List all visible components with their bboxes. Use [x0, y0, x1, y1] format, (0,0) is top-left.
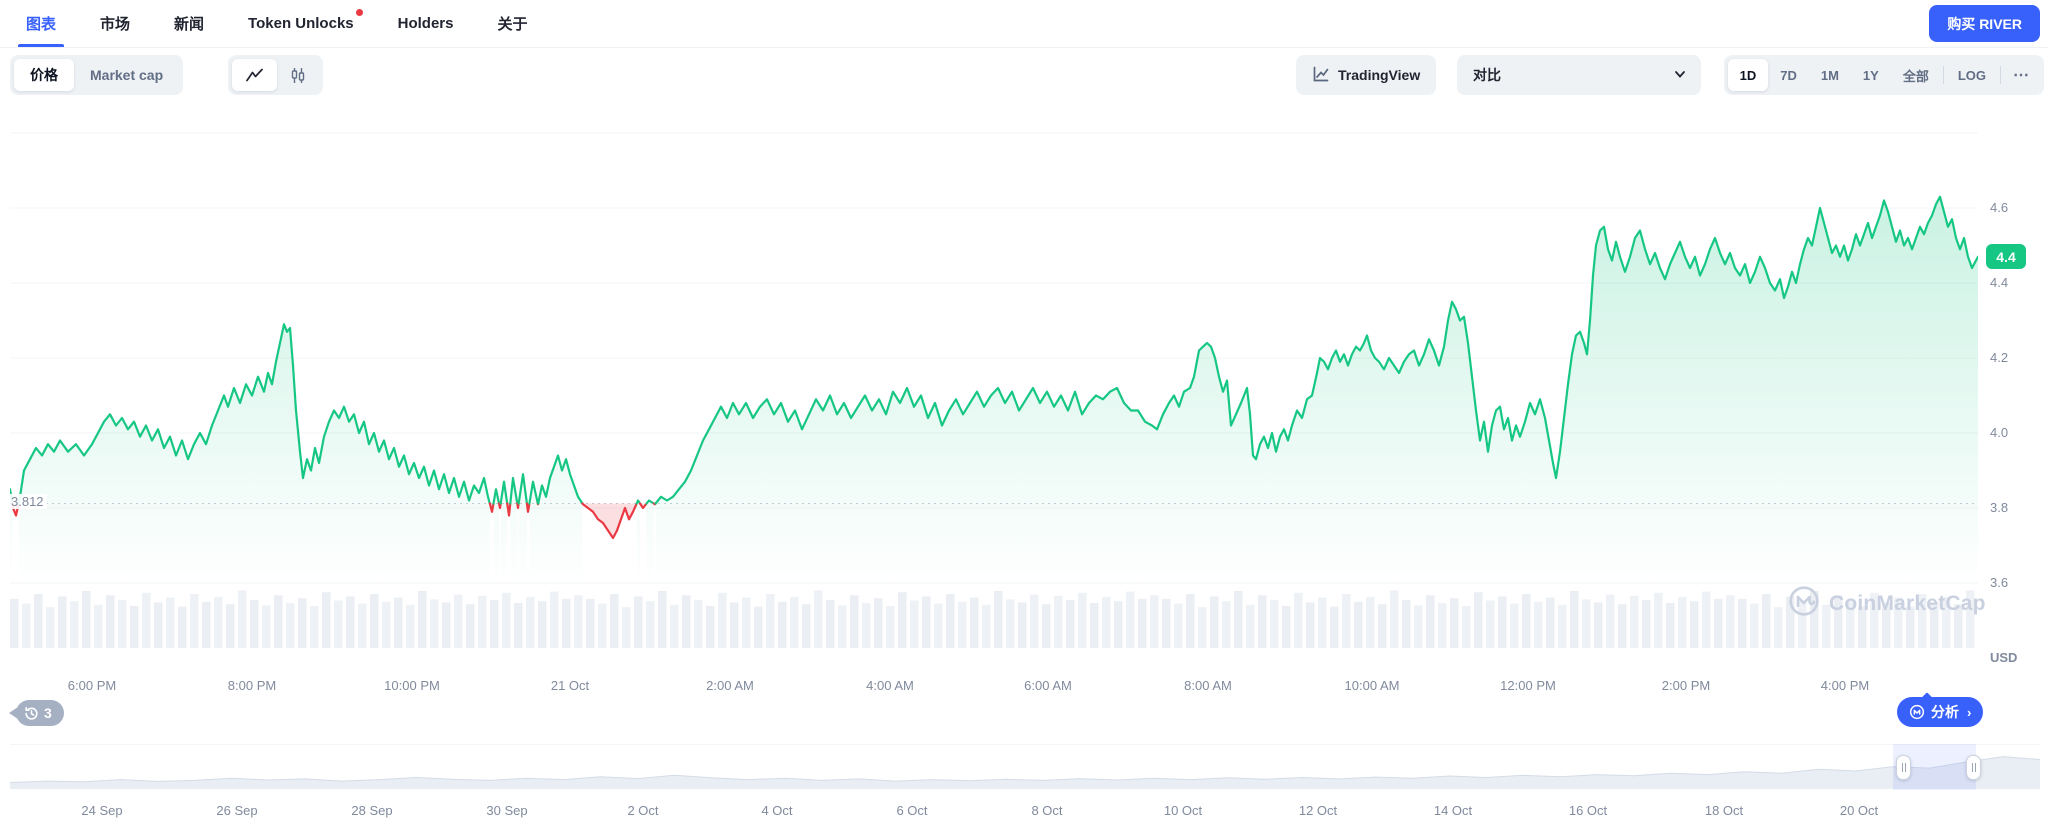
- navigator-date-tick: 24 Sep: [81, 803, 123, 818]
- candlestick-toggle-button[interactable]: [277, 59, 319, 91]
- range-全部[interactable]: 全部: [1902, 68, 1929, 84]
- date-range-navigator[interactable]: [9, 744, 2041, 790]
- clock-history-icon: [24, 706, 39, 721]
- page-tabs-bar: 图表 市场 新闻 Token Unlocks Holders 关于: [0, 0, 2048, 48]
- time-axis-tick: 2:00 AM: [706, 678, 754, 693]
- buy-river-button[interactable]: 购买 RIVER: [1929, 5, 2040, 42]
- time-axis-tick: 21 Oct: [550, 678, 590, 693]
- time-axis-tick: 4:00 AM: [866, 678, 914, 693]
- tab-label: Token Unlocks: [248, 15, 354, 32]
- navigator-date-tick: 16 Oct: [1568, 803, 1608, 818]
- divider: [1942, 66, 1944, 84]
- time-axis-tick: 8:00 AM: [1184, 678, 1232, 693]
- price-axis-tick: 4.4: [1990, 275, 2009, 290]
- tab-label: Holders: [397, 15, 454, 32]
- tab-label: 新闻: [174, 16, 205, 33]
- tab-label: 市场: [100, 16, 131, 33]
- divider: [2000, 66, 2001, 84]
- chart-type-toggle: [228, 55, 323, 95]
- navigator-date-tick: 18 Oct: [1704, 803, 1744, 818]
- price-toggle-button[interactable]: 价格: [14, 59, 74, 91]
- candlestick-icon: [290, 67, 306, 84]
- tradingview-label: TradingView: [1338, 67, 1421, 83]
- history-replay-badge[interactable]: 3: [9, 700, 64, 726]
- time-axis-tick: 8:00 PM: [227, 678, 277, 693]
- time-axis-tick: 6:00 PM: [67, 678, 117, 693]
- tab-markets[interactable]: 市场: [100, 0, 130, 47]
- current-price-badge: 4.4: [1986, 244, 2026, 269]
- marketcap-toggle-button[interactable]: Market cap: [90, 67, 164, 83]
- open-price-label: 3.812: [8, 494, 47, 509]
- chevron-right-icon: ›: [1967, 704, 1972, 720]
- trend-line-icon: [1312, 65, 1330, 86]
- compare-label: 对比: [1473, 67, 1501, 83]
- line-chart-icon: [245, 67, 264, 83]
- time-axis-tick: 2:00 PM: [1661, 678, 1711, 693]
- navigator-date-tick: 4 Oct: [761, 803, 793, 818]
- notification-dot: [355, 9, 363, 16]
- tab-news[interactable]: 新闻: [174, 0, 204, 47]
- price-axis-tick: 3.6: [1990, 575, 2009, 590]
- price-axis-tick: 4.2: [1990, 350, 2009, 365]
- line-chart-toggle-button[interactable]: [232, 59, 277, 91]
- range-1m[interactable]: 1M: [1820, 67, 1839, 83]
- navigator-date-tick: 28 Sep: [351, 803, 393, 818]
- tab-chart[interactable]: 图表: [17, 0, 65, 47]
- time-axis-tick: 6:00 AM: [1024, 678, 1072, 693]
- navigator-date-tick: 14 Oct: [1433, 803, 1473, 818]
- time-range-selector: 1D 7D 1M 1Y 全部 LOG ⋯: [1723, 55, 2044, 95]
- time-axis-tick: 4:00 PM: [1820, 678, 1870, 693]
- tab-label: 图表: [26, 16, 57, 33]
- range-7d[interactable]: 7D: [1780, 67, 1797, 83]
- tradingview-button[interactable]: TradingView: [1296, 55, 1437, 95]
- navigator-date-tick: 8 Oct: [1031, 803, 1063, 818]
- range-1y[interactable]: 1Y: [1862, 67, 1879, 83]
- time-axis-tick: 12:00 PM: [1500, 678, 1556, 693]
- navigator-date-tick: 6 Oct: [896, 803, 928, 818]
- price-chart[interactable]: [8, 100, 1980, 660]
- tab-holders[interactable]: Holders: [398, 0, 454, 47]
- navigator-date-tick: 12 Oct: [1298, 803, 1338, 818]
- history-count: 3: [44, 705, 52, 721]
- navigator-date-tick: 2 Oct: [627, 803, 659, 818]
- analyze-button[interactable]: 分析 ›: [1897, 692, 1984, 727]
- navigator-right-handle[interactable]: [1966, 755, 1981, 780]
- navigator-left-handle[interactable]: [1896, 755, 1911, 780]
- price-axis-tick: 4.0: [1990, 425, 2009, 440]
- tab-label: 关于: [497, 16, 528, 33]
- range-1d[interactable]: 1D: [1727, 59, 1769, 91]
- more-options-button[interactable]: ⋯: [2013, 67, 2030, 84]
- chevron-down-icon: [1673, 67, 1687, 84]
- navigator-date-tick: 20 Oct: [1839, 803, 1879, 818]
- currency-unit-label: USD: [1990, 650, 2018, 665]
- analyze-label: 分析: [1931, 704, 1959, 720]
- cmc-analyze-icon: [1909, 704, 1925, 720]
- navigator-date-tick: 26 Sep: [216, 803, 258, 818]
- tab-token-unlocks[interactable]: Token Unlocks: [248, 0, 363, 47]
- log-scale-button[interactable]: LOG: [1957, 67, 1986, 83]
- price-axis-tick: 3.8: [1990, 500, 2009, 515]
- time-axis-tick: 10:00 AM: [1344, 678, 1400, 693]
- tab-about[interactable]: 关于: [498, 0, 528, 47]
- price-marketcap-toggle: 价格 Market cap: [10, 55, 184, 95]
- price-axis-tick: 4.6: [1990, 200, 2009, 215]
- compare-dropdown[interactable]: 对比: [1457, 55, 1701, 95]
- time-axis-tick: 10:00 PM: [384, 678, 440, 693]
- navigator-date-tick: 10 Oct: [1163, 803, 1203, 818]
- navigator-date-tick: 30 Sep: [486, 803, 528, 818]
